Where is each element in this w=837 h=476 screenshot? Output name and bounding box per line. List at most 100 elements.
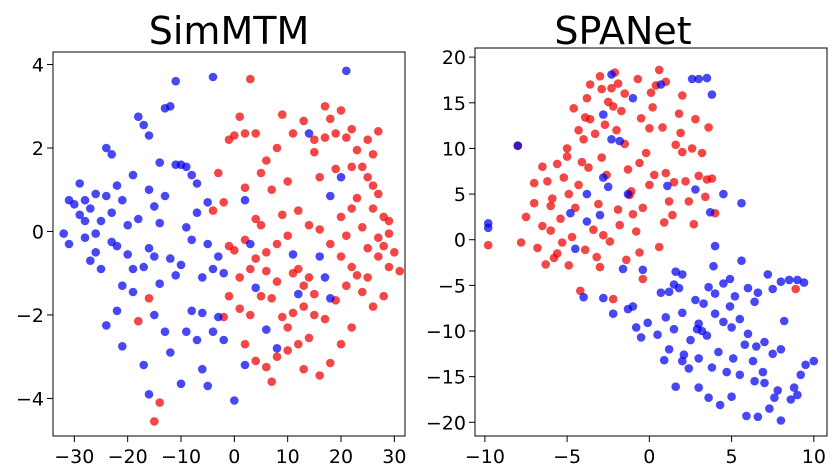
scatter-point-blue-simmtm — [118, 195, 127, 205]
scatter-point-blue-spanet — [664, 287, 674, 297]
scatter-point-blue-spanet — [623, 189, 633, 199]
scatter-point-blue-simmtm — [272, 344, 282, 353]
scatter-point-blue-spanet — [607, 135, 616, 144]
scatter-point-blue-spanet — [742, 411, 751, 421]
scatter-point-red-simmtm — [235, 304, 244, 314]
scatter-point-blue-spanet — [763, 270, 773, 279]
scatter-point-blue-spanet — [768, 284, 777, 294]
scatter-point-red-spanet — [552, 159, 562, 169]
scatter-point-blue-spanet — [727, 392, 736, 402]
scatter-point-red-spanet — [592, 252, 601, 262]
scatter-point-blue-spanet — [686, 335, 695, 345]
scatter-point-blue-simmtm — [112, 306, 122, 316]
scatter-point-blue-simmtm — [294, 289, 303, 299]
scatter-point-blue-spanet — [737, 256, 746, 266]
scatter-point-blue-simmtm — [176, 260, 186, 270]
scatter-point-blue-spanet — [704, 282, 713, 292]
scatter-point-red-simmtm — [347, 323, 357, 332]
scatter-point-red-simmtm — [267, 294, 277, 303]
scatter-point-blue-spanet — [752, 342, 761, 351]
scatter-point-blue-simmtm — [70, 200, 79, 209]
scatter-point-blue-simmtm — [144, 243, 154, 253]
chart-title-spanet: SPANet — [554, 9, 691, 53]
scatter-point-blue-simmtm — [166, 348, 175, 357]
scatter-point-blue-spanet — [753, 412, 763, 422]
scatter-point-blue-spanet — [710, 309, 720, 319]
scatter-point-blue-spanet — [799, 278, 809, 287]
scatter-point-red-spanet — [483, 240, 493, 250]
scatter-point-red-simmtm — [368, 302, 378, 311]
scatter-point-red-spanet — [638, 274, 648, 284]
scatter-point-red-spanet — [585, 80, 595, 89]
scatter-point-blue-spanet — [809, 356, 819, 366]
scatter-point-red-simmtm — [363, 135, 373, 144]
scatter-point-red-spanet — [529, 178, 539, 188]
y-tick-label-spanet: 20 — [442, 47, 466, 69]
scatter-point-blue-spanet — [786, 395, 796, 404]
scatter-point-red-spanet — [617, 106, 626, 116]
scatter-point-blue-simmtm — [219, 268, 228, 278]
scatter-point-blue-simmtm — [59, 229, 68, 238]
scatter-point-red-simmtm — [299, 364, 309, 374]
scatter-point-blue-spanet — [664, 345, 674, 354]
scatter-point-blue-spanet — [608, 309, 618, 319]
scatter-point-blue-simmtm — [182, 327, 191, 337]
scatter-point-blue-spanet — [659, 355, 669, 365]
scatter-point-red-simmtm — [283, 231, 293, 240]
scatter-point-red-spanet — [589, 225, 598, 234]
scatter-point-blue-spanet — [643, 318, 652, 328]
x-tick-label-spanet: −5 — [553, 446, 581, 468]
y-tick-label-spanet: 5 — [454, 184, 466, 206]
scatter-point-red-spanet — [590, 129, 600, 139]
scatter-point-blue-spanet — [728, 354, 738, 363]
scatter-point-blue-spanet — [638, 265, 648, 275]
scatter-point-blue-simmtm — [144, 390, 154, 399]
scatter-point-red-spanet — [595, 262, 605, 272]
scatter-point-red-spanet — [567, 232, 577, 242]
scatter-point-blue-spanet — [694, 354, 703, 363]
scatter-point-red-simmtm — [251, 254, 260, 263]
scatter-point-red-simmtm — [384, 262, 394, 272]
plot-frame-simmtm — [52, 51, 406, 437]
scatter-point-red-simmtm — [294, 339, 303, 349]
scatter-point-red-spanet — [620, 89, 629, 98]
scatter-point-red-spanet — [577, 157, 587, 167]
scatter-point-red-simmtm — [331, 164, 341, 174]
axis-ticks-spanet: −10 −5 0 5 10 −20 −15 −10 −5 0 5 10 15 20 — [426, 47, 826, 468]
scatter-point-blue-spanet — [582, 217, 592, 226]
scatter-point-blue-simmtm — [155, 279, 164, 289]
scatter-point-blue-simmtm — [166, 254, 175, 263]
scatter-point-blue-simmtm — [139, 120, 148, 130]
scatter-point-blue-spanet — [661, 313, 671, 322]
scatter-point-red-simmtm — [208, 206, 218, 215]
scatter-point-blue-spanet — [702, 73, 712, 83]
scatter-point-blue-simmtm — [219, 335, 228, 345]
scatter-point-blue-spanet — [513, 141, 523, 150]
scatter-point-red-spanet — [697, 148, 707, 158]
scatter-point-blue-simmtm — [102, 143, 111, 153]
scatter-point-red-spanet — [576, 286, 585, 296]
scatter-point-blue-spanet — [615, 136, 624, 146]
scatter-point-blue-spanet — [779, 316, 789, 326]
y-tick-label-spanet: −20 — [426, 412, 466, 434]
x-tick-label-simmtm: 10 — [276, 446, 300, 468]
scatter-point-blue-simmtm — [187, 170, 196, 180]
scatter-point-red-spanet — [648, 103, 657, 112]
scatter-point-red-spanet — [516, 238, 526, 247]
scatter-point-red-simmtm — [299, 302, 309, 311]
scatter-point-blue-spanet — [793, 390, 802, 400]
scatter-point-blue-spanet — [758, 367, 768, 377]
scatter-point-blue-spanet — [707, 90, 717, 99]
scatter-point-red-spanet — [595, 72, 605, 81]
scatter-point-red-simmtm — [358, 223, 367, 232]
scatter-point-red-simmtm — [342, 231, 351, 240]
scatter-point-red-simmtm — [363, 172, 373, 182]
scatter-point-red-simmtm — [336, 339, 346, 349]
scatter-point-blue-simmtm — [91, 189, 100, 199]
scatter-point-blue-simmtm — [320, 273, 330, 282]
scatter-point-blue-spanet — [743, 283, 753, 293]
scatter-point-blue-spanet — [707, 363, 717, 372]
scatter-point-red-spanet — [687, 144, 697, 153]
scatter-point-red-spanet — [676, 128, 685, 138]
